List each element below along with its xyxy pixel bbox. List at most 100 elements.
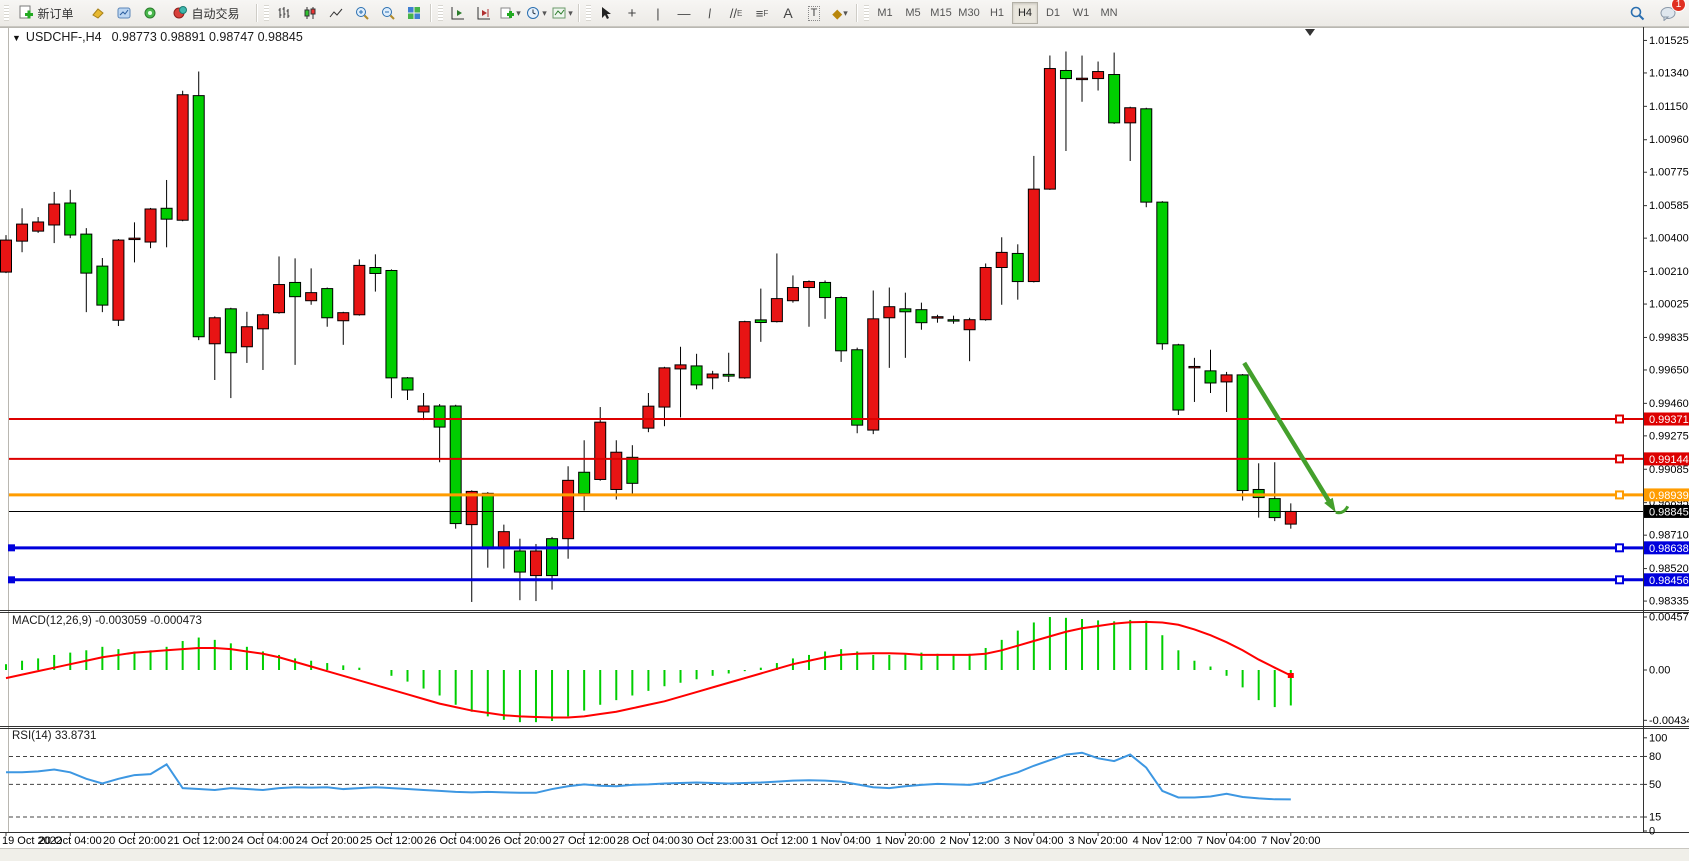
timeframe-button-H4[interactable]: H4 [1012, 2, 1038, 24]
svg-text:0.99085: 0.99085 [1649, 464, 1689, 476]
bar-chart-icon[interactable] [272, 1, 296, 25]
svg-text:0.98710: 0.98710 [1649, 530, 1689, 542]
templates-icon[interactable]: ▾ [550, 1, 574, 25]
svg-text:27 Oct 12:00: 27 Oct 12:00 [553, 835, 616, 847]
timeframe-button-D1[interactable]: D1 [1045, 7, 1061, 19]
svg-text:26 Oct 04:00: 26 Oct 04:00 [424, 835, 487, 847]
svg-text:0.99835: 0.99835 [1649, 332, 1689, 344]
svg-text:19 Oct 2022: 19 Oct 2022 [2, 835, 62, 847]
rsi-name: RSI(14) [12, 730, 52, 742]
dropdown-caret: ▾ [516, 7, 521, 18]
svg-text:24 Oct 04:00: 24 Oct 04:00 [231, 835, 294, 847]
tile-windows-icon[interactable] [402, 1, 426, 25]
svg-text:100: 100 [1649, 732, 1667, 744]
auto-scroll-icon[interactable] [446, 1, 470, 25]
toolbar-group-timeframes: M1 M5 M15 M30 H1 H4 D1 W1 MN [860, 0, 1123, 26]
svg-text:0.99144: 0.99144 [1649, 454, 1689, 466]
svg-text:0.99275: 0.99275 [1649, 430, 1689, 442]
svg-text:0.98456: 0.98456 [1649, 575, 1689, 587]
notification-badge: 1 [1671, 0, 1686, 12]
timeframe-button-MN[interactable]: MN [1100, 7, 1118, 19]
auto-trading-button[interactable]: 自动交易 [164, 1, 252, 25]
svg-text:31 Oct 12:00: 31 Oct 12:00 [745, 835, 808, 847]
chart-symbol: USDCHF-,H4 [25, 30, 102, 44]
market-watch-icon[interactable] [112, 1, 136, 25]
toolbar-separator [856, 4, 857, 22]
timeframe-button-H1[interactable]: H1 [989, 7, 1005, 19]
svg-text:0.98335: 0.98335 [1649, 596, 1689, 608]
svg-text:20 Oct 20:00: 20 Oct 20:00 [103, 835, 166, 847]
toolbar-separator [430, 4, 431, 22]
chart-shift-icon[interactable] [472, 1, 496, 25]
chart-canvas[interactable]: 1.01525 1.01340 1.01150 1.00960 1.00775 1.005… [0, 27, 1689, 848]
svg-text:0.98638: 0.98638 [1649, 543, 1689, 555]
timeframe-button-M1[interactable]: M1 [877, 7, 893, 19]
svg-text:3 Nov 20:00: 3 Nov 20:00 [1068, 835, 1127, 847]
chart-ohlc: 0.98773 0.98891 0.98747 0.98845 [111, 30, 303, 44]
svg-text:50: 50 [1649, 779, 1661, 791]
periods-icon[interactable]: ▾ [524, 1, 548, 25]
svg-text:30 Oct 23:00: 30 Oct 23:00 [681, 835, 744, 847]
trendline-icon[interactable]: / [707, 5, 713, 21]
notifications-icon[interactable]: 1 [1656, 0, 1686, 25]
rsi-indicator-label: RSI(14) 33.8731 [12, 730, 96, 742]
svg-text:15: 15 [1649, 812, 1661, 824]
svg-text:20 Oct 04:00: 20 Oct 04:00 [39, 835, 102, 847]
svg-text:0: 0 [1649, 826, 1655, 838]
svg-text:3 Nov 04:00: 3 Nov 04:00 [1004, 835, 1063, 847]
svg-text:1 Nov 20:00: 1 Nov 20:00 [876, 835, 935, 847]
svg-text:1.00775: 1.00775 [1649, 167, 1689, 179]
toolbar-separator [578, 4, 579, 22]
svg-text:7 Nov 20:00: 7 Nov 20:00 [1261, 835, 1320, 847]
toolbar-grip[interactable] [264, 5, 269, 21]
fibonacci-icon[interactable]: ≡ F [755, 5, 769, 21]
symbols-icon[interactable] [86, 1, 110, 25]
svg-text:1.00585: 1.00585 [1649, 200, 1689, 212]
horizontal-line-icon[interactable]: — [677, 5, 691, 21]
toolbar-group-trade: 新订单 自动交易 [0, 0, 253, 26]
new-chart-icon[interactable]: ▾ [498, 1, 522, 25]
chart-window[interactable]: 1.01525 1.01340 1.01150 1.00960 1.00775 1.005… [0, 27, 1689, 848]
chart-title-caret[interactable]: ▼ [12, 33, 21, 43]
arrows-icon[interactable]: ◆ ▾ [832, 5, 848, 21]
svg-text:1.00025: 1.00025 [1649, 299, 1689, 311]
chart-title: ▼ USDCHF-,H4 0.98773 0.98891 0.98747 0.988… [12, 30, 303, 44]
toolbar-grip[interactable] [864, 5, 869, 21]
timeframe-button-M30[interactable]: M30 [958, 7, 980, 19]
svg-text:1.00210: 1.00210 [1649, 266, 1689, 278]
candlestick-chart-icon[interactable] [298, 1, 322, 25]
line-chart-icon[interactable] [324, 1, 348, 25]
dropdown-caret: ▾ [542, 7, 547, 18]
svg-text:26 Oct 20:00: 26 Oct 20:00 [488, 835, 551, 847]
status-bar [0, 848, 1689, 861]
rsi-value: 33.8731 [54, 730, 97, 742]
svg-text:0.004572: 0.004572 [1649, 612, 1689, 624]
zoom-out-icon[interactable] [376, 1, 400, 25]
svg-text:4 Nov 12:00: 4 Nov 12:00 [1133, 835, 1192, 847]
timeframe-button-M5[interactable]: M5 [905, 7, 921, 19]
new-order-button[interactable]: 新订单 [12, 1, 84, 25]
toolbar-grip[interactable] [586, 5, 591, 21]
svg-text:28 Oct 04:00: 28 Oct 04:00 [617, 835, 680, 847]
toolbar: 新订单 自动交易 [0, 0, 1689, 27]
svg-text:1.01150: 1.01150 [1649, 101, 1688, 113]
signals-icon[interactable] [138, 1, 162, 25]
vertical-line-icon[interactable]: | [656, 5, 660, 21]
svg-text:1.01340: 1.01340 [1649, 67, 1689, 79]
svg-text:0.99650: 0.99650 [1649, 364, 1689, 376]
text-icon[interactable]: A [783, 4, 793, 21]
timeframe-button-M15[interactable]: M15 [930, 7, 952, 19]
cursor-icon[interactable] [594, 1, 618, 25]
channel-icon[interactable]: //E [729, 5, 743, 21]
text-label-icon[interactable]: T [802, 1, 826, 25]
timeframe-button-W1[interactable]: W1 [1072, 7, 1090, 19]
search-icon[interactable] [1625, 1, 1649, 25]
zoom-in-icon[interactable] [350, 1, 374, 25]
svg-text:1.00400: 1.00400 [1649, 233, 1689, 245]
toolbar-grip[interactable] [438, 5, 443, 21]
new-order-icon [18, 4, 34, 23]
macd-name: MACD(12,26,9) [12, 615, 92, 627]
toolbar-grip[interactable] [4, 5, 9, 21]
crosshair-icon[interactable]: + [627, 4, 637, 22]
toolbar-right: 1 [1624, 0, 1686, 25]
